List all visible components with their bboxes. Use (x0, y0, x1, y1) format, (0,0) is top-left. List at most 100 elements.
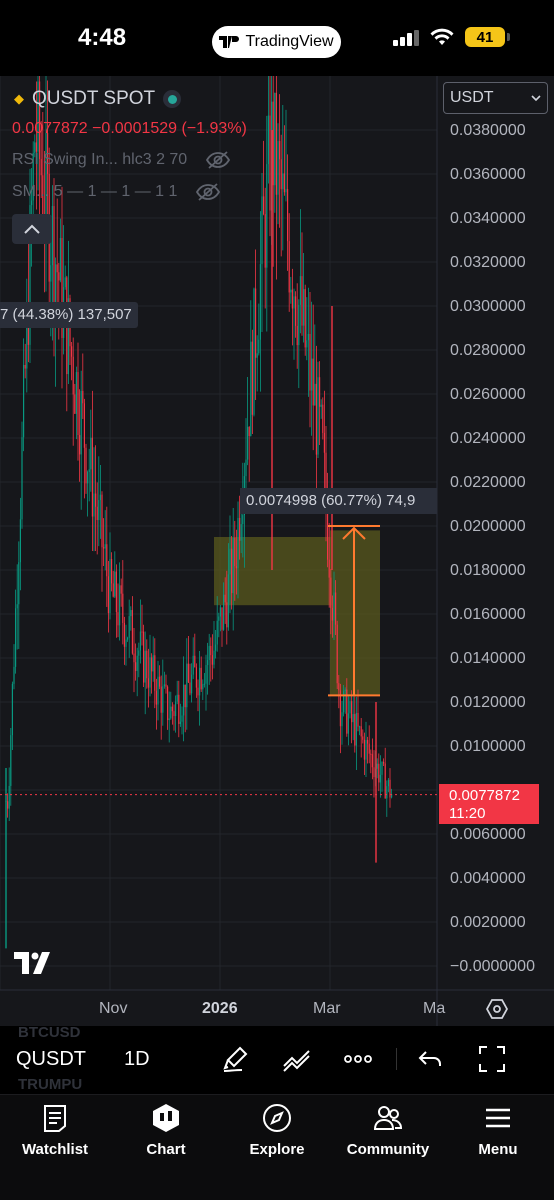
price-axis-label: 0.0380000 (450, 122, 526, 139)
last-price-value: 0.0077872 (449, 787, 520, 804)
candle-body (274, 92, 276, 186)
eye-off-icon[interactable] (205, 150, 231, 170)
candle-body (359, 726, 361, 728)
candle-body (114, 571, 116, 597)
symbol-legend[interactable]: ◆ QUSDT SPOT (14, 88, 182, 110)
price-change: 0.0077872 −0.0001529 (−1.93%) (12, 120, 247, 137)
candle-body (71, 346, 73, 357)
candle-body (128, 616, 130, 638)
candle-body (263, 196, 265, 215)
candle-body (277, 141, 279, 195)
candle-body (362, 736, 364, 740)
price-chart[interactable] (0, 76, 554, 1026)
candle-body (197, 687, 199, 696)
candle-body (189, 682, 191, 694)
candle-body (303, 289, 305, 326)
candle-body (224, 594, 226, 603)
trend-line-icon[interactable] (282, 1044, 312, 1074)
candle-body (229, 548, 231, 575)
candle-body (250, 341, 252, 436)
candle-body (309, 334, 311, 391)
currency-select[interactable]: USDT (443, 82, 548, 114)
collapse-legend-button[interactable] (12, 214, 52, 244)
candle-body (18, 562, 20, 605)
nav-community[interactable]: Community (333, 1103, 443, 1158)
indicator-row-sm[interactable]: SM... 5 — 1 — 1 — 1 1 (12, 182, 221, 202)
chart-panel[interactable]: ◆ QUSDT SPOT 0.0077872 −0.0001529 (−1.93… (0, 76, 554, 1026)
candle-body (315, 383, 317, 455)
candle-body (351, 701, 353, 723)
symbol-title: QUSDT SPOT (32, 88, 156, 109)
candle-body (363, 739, 365, 760)
candle-body (107, 576, 109, 614)
candle-body (127, 637, 129, 640)
candle-body (143, 631, 145, 683)
candle-body (109, 558, 111, 614)
candle-body (16, 604, 18, 609)
candle-body (151, 657, 153, 672)
candle-body (336, 624, 338, 684)
candle-body (35, 142, 37, 152)
candle-body (256, 353, 258, 358)
settings-hexagon-icon[interactable] (486, 998, 508, 1020)
candle-body (205, 665, 207, 684)
candle-body (227, 574, 229, 628)
candle-body (352, 714, 354, 723)
candle-body (123, 623, 125, 647)
interval-button[interactable]: 1D (124, 1048, 150, 1070)
candle-body (202, 684, 204, 690)
candle-body (386, 786, 388, 799)
undo-icon[interactable] (416, 1044, 446, 1074)
nav-explore[interactable]: Explore (222, 1103, 332, 1158)
candle-body (157, 676, 159, 705)
indicator-label: RSI Swing In... hlc3 2 70 (12, 151, 188, 168)
candle-body (77, 372, 79, 436)
candle-body (125, 639, 127, 647)
indicator-label: SM... 5 — 1 — 1 — 1 1 (12, 183, 178, 200)
candle-body (232, 537, 234, 594)
price-axis-label: 0.0260000 (450, 386, 526, 403)
time-axis-label: 2026 (202, 1000, 238, 1017)
nav-menu[interactable]: Menu (443, 1103, 553, 1158)
indicator-row-rsi[interactable]: RSI Swing In... hlc3 2 70 (12, 150, 231, 170)
nav-watchlist[interactable]: Watchlist (0, 1103, 110, 1158)
candle-body (267, 115, 269, 165)
price-axis-label: 0.0280000 (450, 342, 526, 359)
candle-body (96, 506, 98, 521)
candle-body (75, 372, 77, 414)
candle-body (136, 655, 138, 671)
eye-off-icon[interactable] (195, 182, 221, 202)
measure-arrow-head (342, 526, 366, 540)
candle-body (344, 689, 346, 692)
candle-body (200, 667, 202, 690)
candle-body (50, 265, 52, 282)
candle-body (173, 711, 175, 717)
candle-body (47, 132, 49, 174)
candle-body (343, 691, 345, 713)
candle-body (247, 426, 249, 460)
fullscreen-icon[interactable] (477, 1044, 507, 1074)
candle-body (19, 519, 21, 563)
candle-body (240, 524, 242, 541)
candle-body (111, 558, 113, 584)
chart-icon (153, 1104, 179, 1132)
price-axis-label: 0.0300000 (450, 298, 526, 315)
candle-body (251, 341, 253, 415)
candle-body (87, 472, 89, 484)
candle-body (253, 288, 255, 415)
nav-chart[interactable]: Chart (111, 1103, 221, 1158)
candle-body (162, 686, 164, 713)
tradingview-pill[interactable]: TradingView (212, 26, 341, 58)
candle-body (45, 132, 47, 221)
candle-body (138, 650, 140, 656)
candle-body (122, 593, 124, 624)
symbol-button[interactable]: QUSDT (16, 1048, 86, 1070)
candle-body (298, 304, 300, 346)
more-icon[interactable] (343, 1044, 373, 1074)
hamburger-menu-icon (486, 1108, 510, 1128)
brush-icon[interactable] (220, 1044, 250, 1074)
candle-body (338, 683, 340, 691)
candle-body (103, 547, 105, 549)
candle-body (323, 432, 325, 453)
time-axis-label: Nov (99, 1000, 128, 1017)
